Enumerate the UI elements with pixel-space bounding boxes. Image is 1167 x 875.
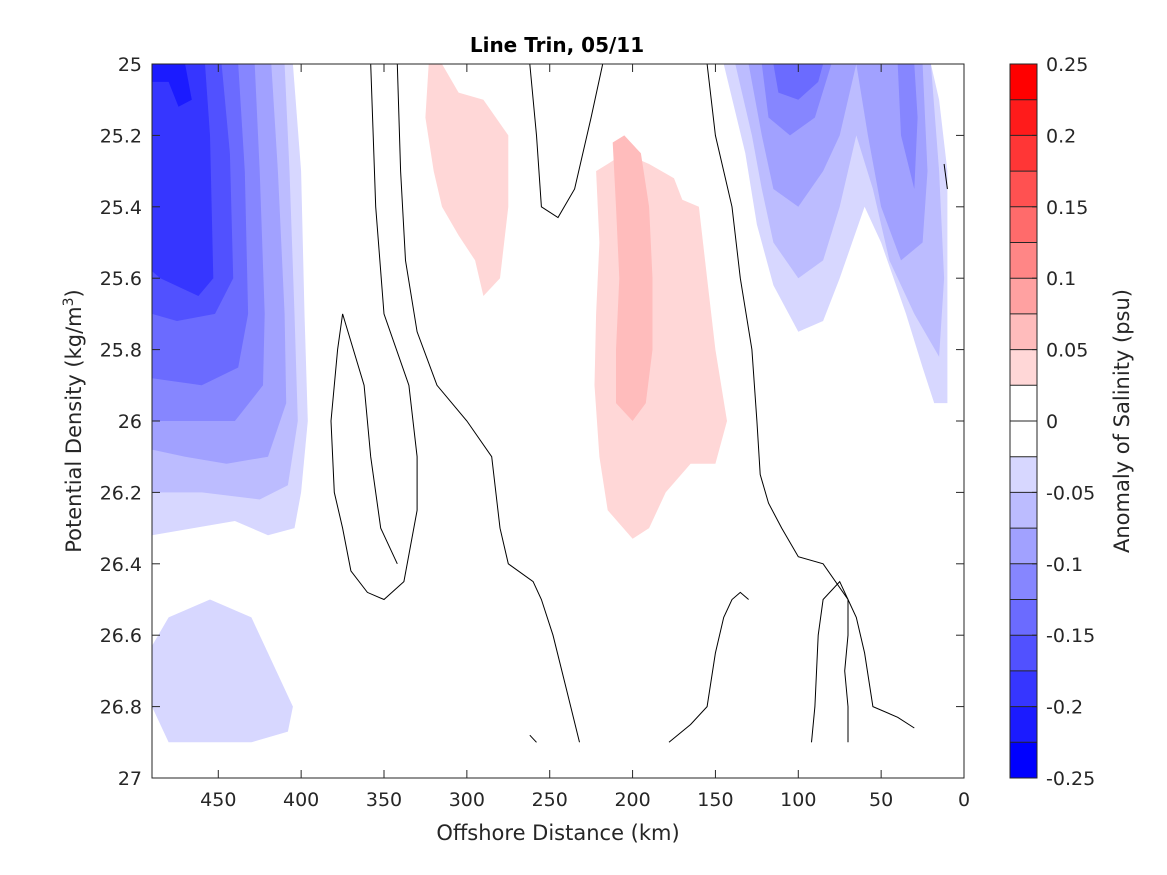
contour-region <box>425 64 509 296</box>
y-tick-label: 27 <box>118 768 142 790</box>
y-axis-label-superscript: 3 <box>61 297 77 306</box>
x-tick-label: 150 <box>697 789 733 811</box>
colorbar-tick-label: -0.15 <box>1046 625 1095 647</box>
colorbar-tick-label: 0.15 <box>1046 197 1088 219</box>
x-tick-label: 350 <box>366 789 402 811</box>
contour-region <box>152 64 214 296</box>
x-tick-label: 200 <box>614 789 650 811</box>
chart-title: Line Trin, 05/11 <box>470 33 644 57</box>
y-tick-label: 26 <box>118 411 142 433</box>
zero-contour-line <box>668 591 749 743</box>
x-axis: 450 400 350 300 250 200 150 100 50 0 <box>200 64 970 811</box>
colorbar-segment <box>1010 135 1037 172</box>
y-axis-label-close: ) <box>62 289 86 297</box>
y-tick-label: 26.6 <box>100 625 142 647</box>
colorbar-tick-label: 0.05 <box>1046 340 1088 362</box>
colorbar-segment <box>1010 492 1037 529</box>
y-tick-label: 25 <box>118 54 142 76</box>
colorbar-segment <box>1010 99 1037 136</box>
colorbar-segment <box>1010 171 1037 207</box>
plot-area <box>151 63 965 779</box>
colorbar <box>1009 63 1038 779</box>
colorbar-segment <box>1010 706 1037 743</box>
contour-region <box>536 64 562 100</box>
colorbar-label: Anomaly of Salinity (psu) <box>1110 289 1134 553</box>
colorbar-segment <box>1010 206 1037 243</box>
y-axis-label-main: Potential Density (kg/m <box>62 306 86 552</box>
zero-contour-line <box>943 163 948 190</box>
y-tick-label: 25.2 <box>100 125 142 147</box>
contour-fill-group <box>152 64 959 743</box>
contour-region <box>773 64 824 100</box>
contour-region <box>152 64 192 107</box>
colorbar-tick-label: 0.2 <box>1046 125 1076 147</box>
y-tick-label: 26.8 <box>100 697 142 719</box>
colorbar-segment <box>1010 421 1037 457</box>
zero-contour-line <box>529 734 537 743</box>
colorbar-ticks: 0.25 0.2 0.15 0.1 0.05 0 -0.05 -0.1 -0.15 -0.2 -0.… <box>1032 54 1095 790</box>
colorbar-tick-label: -0.2 <box>1046 697 1083 719</box>
x-tick-label: 400 <box>283 789 319 811</box>
y-tick-label: 26.2 <box>100 482 142 504</box>
zero-contour-line <box>529 64 604 219</box>
x-tick-label: 300 <box>449 789 485 811</box>
zero-contour-line <box>706 64 915 729</box>
x-axis-label: Offshore Distance (km) <box>436 821 679 845</box>
contour-region <box>612 135 653 421</box>
colorbar-segment <box>1010 599 1037 636</box>
colorbar-tick-label: -0.1 <box>1046 554 1083 576</box>
colorbar-segment <box>1010 670 1037 707</box>
colorbar-segment <box>1010 385 1037 421</box>
y-tick-label: 25.4 <box>100 197 142 219</box>
colorbar-segment <box>1010 278 1037 314</box>
colorbar-tick-label: 0.25 <box>1046 54 1088 76</box>
zero-contour-group <box>330 64 948 743</box>
y-axis: 25 25.2 25.4 25.6 25.8 26 26.2 26.4 26.6 26.8 27 <box>100 54 964 790</box>
y-tick-label: 25.6 <box>100 268 142 290</box>
colorbar-tick-label: -0.05 <box>1046 482 1095 504</box>
colorbar-segment <box>1010 635 1037 671</box>
x-tick-label: 100 <box>780 789 816 811</box>
colorbar-tick-label: 0.1 <box>1046 268 1076 290</box>
colorbar-tick-label: -0.25 <box>1046 768 1095 790</box>
colorbar-segment <box>1010 242 1037 279</box>
colorbar-segment <box>1010 349 1037 386</box>
colorbar-segment <box>1010 456 1037 493</box>
y-tick-label: 26.4 <box>100 554 142 576</box>
y-axis-label: Potential Density (kg/m3) <box>61 289 86 553</box>
contour-region <box>152 599 293 743</box>
colorbar-segment <box>1010 528 1037 564</box>
x-tick-label: 50 <box>869 789 893 811</box>
colorbar-segment <box>1010 742 1037 778</box>
zero-contour-line <box>396 64 580 743</box>
zero-contour-line <box>330 64 418 601</box>
colorbar-segment <box>1010 313 1037 350</box>
colorbar-segment <box>1010 64 1037 100</box>
colorbar-tick-label: 0 <box>1046 411 1058 433</box>
zero-contour-line <box>811 580 849 743</box>
x-tick-label: 250 <box>532 789 568 811</box>
y-tick-label: 25.8 <box>100 340 142 362</box>
colorbar-segment <box>1010 563 1037 600</box>
x-tick-label: 450 <box>200 789 236 811</box>
x-tick-label: 0 <box>958 789 970 811</box>
